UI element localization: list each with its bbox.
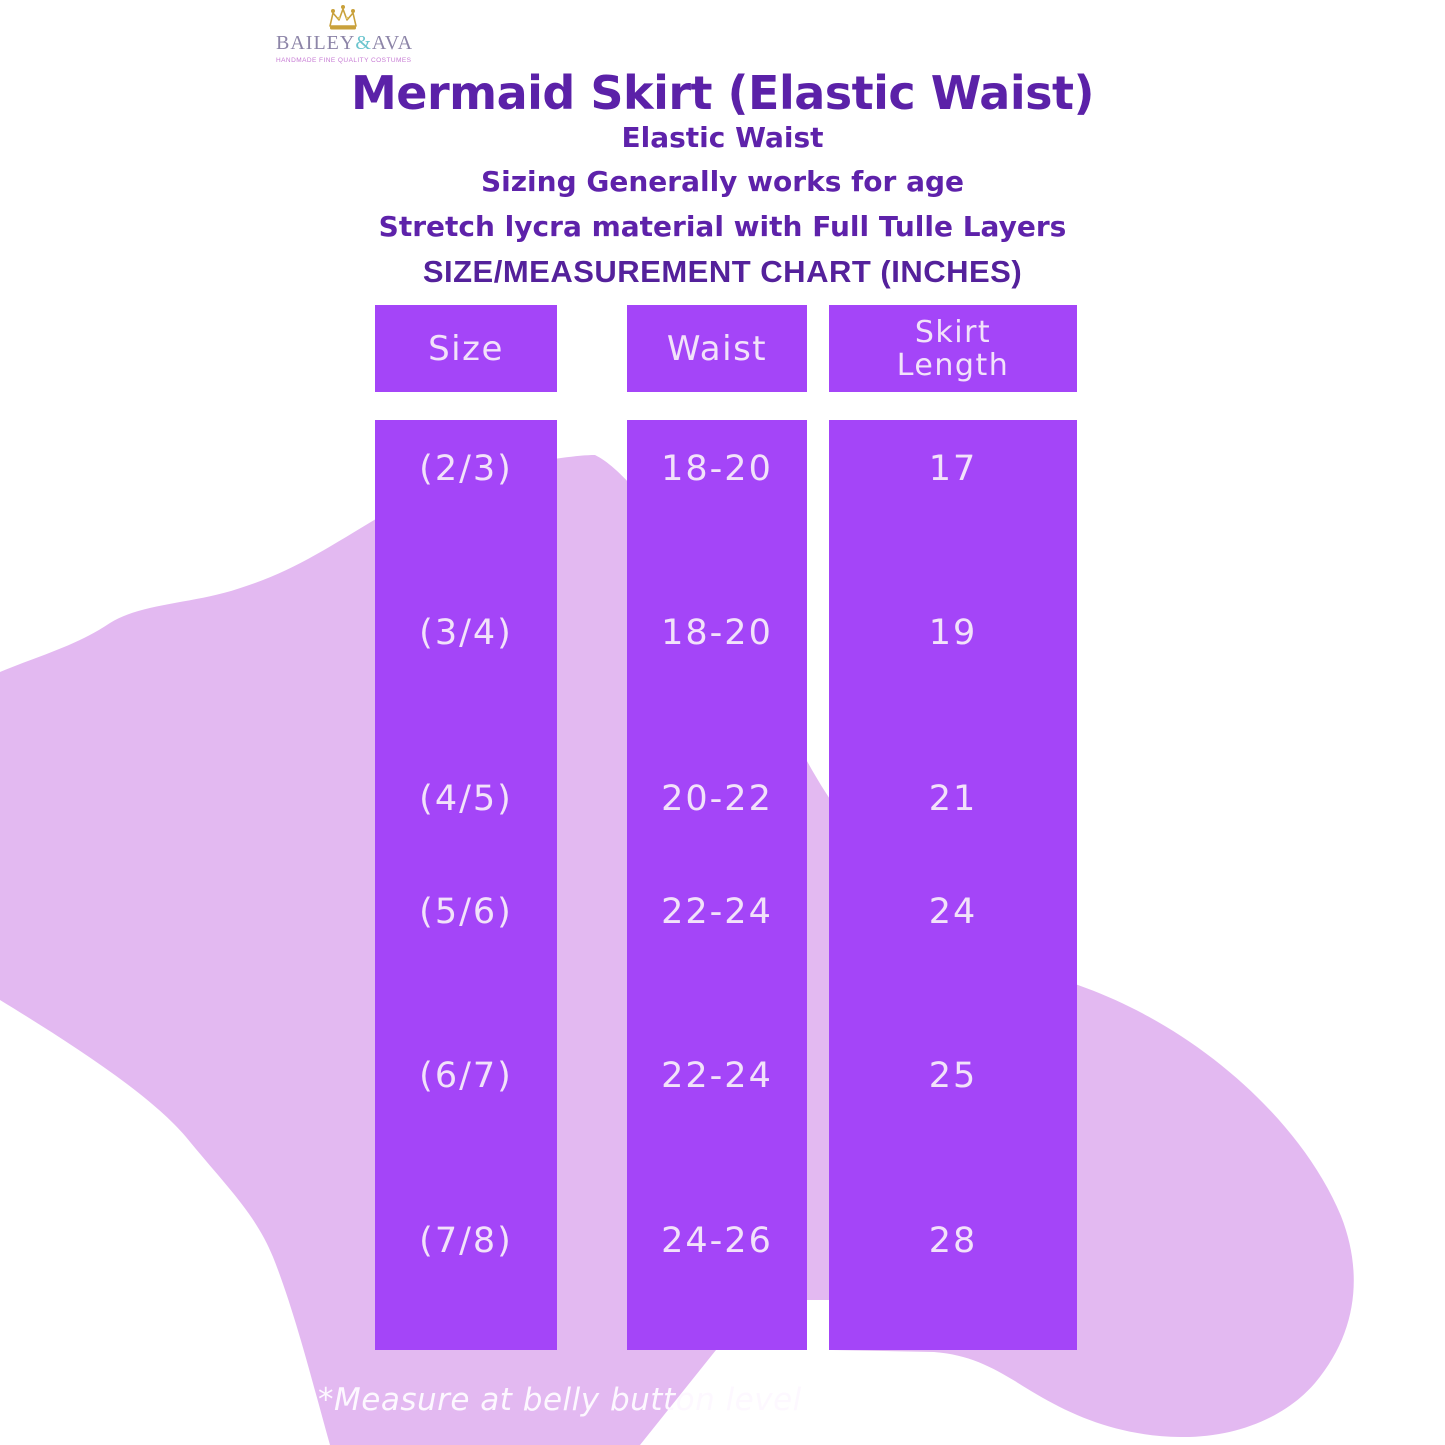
table-cell-size-2: (4/5) (419, 779, 513, 819)
table-cell-waist-2: 20-22 (661, 779, 773, 819)
table-cell-waist-3: 22-24 (661, 892, 773, 932)
subtitle-material: Stretch lycra material with Full Tulle L… (378, 210, 1067, 243)
brand-name: BAILEY&AVA (276, 32, 414, 55)
chart-heading: SIZE/MEASUREMENT CHART (INCHES) (422, 254, 1023, 289)
crown-icon (329, 5, 357, 30)
subtitle-sizing: Sizing Generally works for age (480, 165, 965, 198)
table-cell-size-5: (7/8) (419, 1221, 513, 1261)
table-cell-skirt-4: 25 (928, 1056, 978, 1096)
waist-column: 18-20 18-20 20-22 22-24 22-24 24-26 (627, 420, 807, 1350)
brand-tagline: HANDMADE FINE QUALITY COSTUMES (276, 57, 412, 64)
table-cell-waist-5: 24-26 (661, 1221, 773, 1261)
table-cell-skirt-0: 17 (928, 449, 978, 489)
footnote: *Measure at belly button level (318, 1382, 802, 1418)
table-cell-size-1: (3/4) (419, 613, 513, 653)
column-header-waist-label: Waist (666, 328, 768, 369)
brand-name-ampersand: & (355, 32, 372, 54)
brand-logo: BAILEY&AVA HANDMADE FINE QUALITY COSTUME… (276, 4, 414, 64)
table-cell-waist-4: 22-24 (661, 1056, 773, 1096)
column-header-size: Size (375, 305, 557, 392)
table-cell-skirt-1: 19 (928, 613, 978, 653)
subtitle-elastic-waist: Elastic Waist (621, 121, 824, 154)
table-cell-skirt-2: 21 (928, 779, 978, 819)
page-title: Mermaid Skirt (Elastic Waist) (351, 66, 1095, 120)
table-cell-skirt-3: 24 (928, 892, 978, 932)
column-header-skirt-length: Skirt Length (829, 305, 1077, 392)
table-cell-waist-0: 18-20 (661, 449, 773, 489)
brand-name-left: BAILEY (276, 32, 356, 54)
table-cell-size-4: (6/7) (419, 1056, 513, 1096)
brand-name-right: AVA (371, 32, 414, 54)
table-cell-skirt-5: 28 (928, 1221, 978, 1261)
table-cell-size-0: (2/3) (419, 449, 513, 489)
size-column: (2/3) (3/4) (4/5) (5/6) (6/7) (7/8) (375, 420, 557, 1350)
column-header-size-label: Size (428, 328, 504, 369)
column-header-waist: Waist (627, 305, 807, 392)
column-header-skirt-length-label: Skirt Length (896, 314, 1010, 383)
table-cell-size-3: (5/6) (419, 892, 513, 932)
table-cell-waist-1: 18-20 (661, 613, 773, 653)
skirt-length-column: 17 19 21 24 25 28 (829, 420, 1077, 1350)
